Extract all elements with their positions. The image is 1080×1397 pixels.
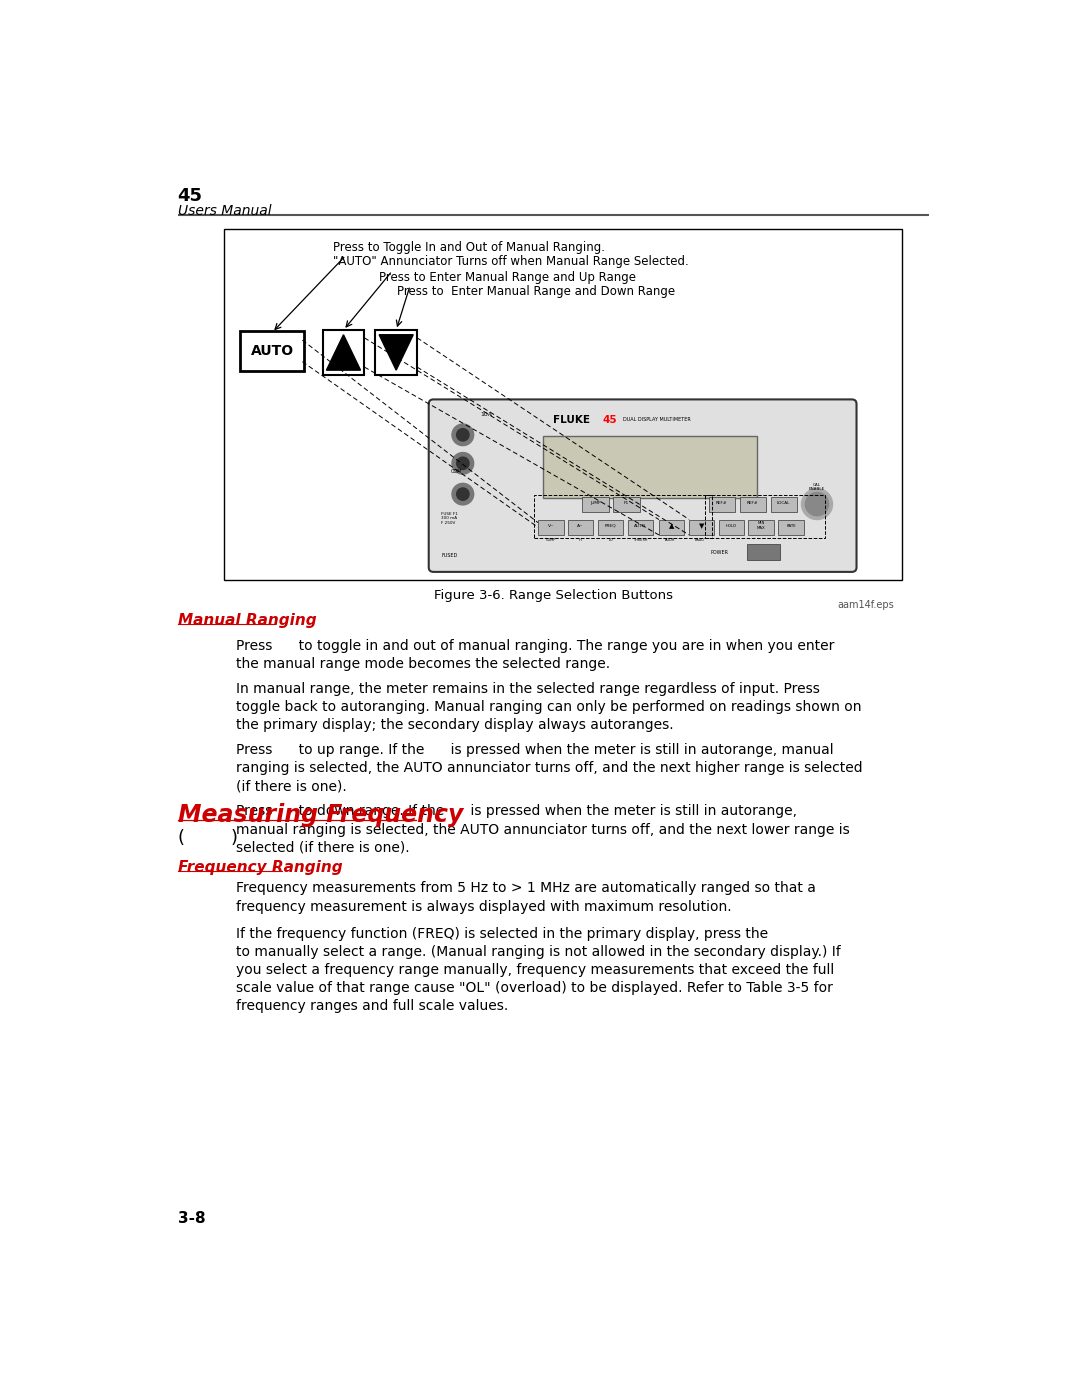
Text: ADDR: ADDR: [665, 538, 675, 542]
Text: A~: A~: [578, 524, 584, 528]
Text: (        ): ( ): [177, 828, 238, 847]
Bar: [718, 520, 744, 535]
Text: (if there is one).: (if there is one).: [235, 780, 347, 793]
Text: aam14f.eps: aam14f.eps: [838, 599, 894, 609]
Text: "AUTO" Annunciator Turns off when Manual Range Selected.: "AUTO" Annunciator Turns off when Manual…: [333, 256, 688, 268]
Bar: [740, 497, 766, 511]
Text: Users Manual: Users Manual: [177, 204, 271, 218]
Text: MIN
MAX: MIN MAX: [757, 521, 766, 529]
Text: FREQ: FREQ: [605, 524, 617, 528]
Text: FLUKE: FLUKE: [554, 415, 591, 425]
Text: Frequency Ranging: Frequency Ranging: [177, 861, 342, 875]
Text: COM: COM: [450, 469, 462, 475]
Text: the primary display; the secondary display always autoranges.: the primary display; the secondary displ…: [235, 718, 673, 732]
Text: ▼: ▼: [699, 522, 704, 528]
Text: scale value of that range cause "OL" (overload) to be displayed. Refer to Table : scale value of that range cause "OL" (ov…: [235, 981, 833, 995]
Text: Press      to down range. If the      is pressed when the meter is still in auto: Press to down range. If the is pressed w…: [235, 805, 797, 819]
Text: Press to Enter Manual Range and Up Range: Press to Enter Manual Range and Up Range: [379, 271, 636, 284]
Text: LOCAL: LOCAL: [777, 502, 791, 504]
Bar: [627, 520, 653, 535]
Circle shape: [457, 488, 469, 500]
Bar: [225, 229, 902, 580]
Text: BAUD: BAUD: [694, 538, 705, 542]
Bar: [375, 330, 417, 374]
Text: manual ranging is selected, the AUTO annunciator turns off, and the next lower r: manual ranging is selected, the AUTO ann…: [235, 823, 850, 837]
Bar: [689, 520, 714, 535]
Bar: [538, 520, 564, 535]
Text: frequency measurement is always displayed with maximum resolution.: frequency measurement is always displaye…: [235, 900, 731, 914]
Circle shape: [801, 489, 833, 520]
Polygon shape: [326, 335, 361, 370]
Text: 45: 45: [177, 187, 203, 205]
Bar: [747, 545, 780, 560]
Text: V~: V~: [548, 524, 554, 528]
Text: If the frequency function (FREQ) is selected in the primary display, press the: If the frequency function (FREQ) is sele…: [235, 926, 768, 940]
Text: to manually select a range. (Manual ranging is not allowed in the secondary disp: to manually select a range. (Manual rang…: [235, 944, 840, 958]
Text: THRESH: THRESH: [633, 538, 648, 542]
Circle shape: [451, 425, 474, 446]
Bar: [568, 520, 593, 535]
Circle shape: [451, 483, 474, 504]
Bar: [535, 495, 713, 538]
Text: Press      to toggle in and out of manual ranging. The range you are in when you: Press to toggle in and out of manual ran…: [235, 638, 834, 652]
Text: REF#: REF#: [747, 502, 758, 504]
Text: AUTO: AUTO: [251, 344, 294, 358]
Text: POWER: POWER: [711, 550, 729, 556]
Bar: [323, 330, 364, 374]
Bar: [748, 520, 774, 535]
Circle shape: [806, 493, 828, 515]
Text: AUTO: AUTO: [634, 524, 646, 528]
Bar: [613, 497, 639, 511]
Bar: [779, 520, 804, 535]
Text: Press      to up range. If the      is pressed when the meter is still in autora: Press to up range. If the is pressed whe…: [235, 743, 834, 757]
Text: RATE: RATE: [786, 524, 796, 528]
Circle shape: [451, 453, 474, 474]
Text: DUAL DISPLAY MULTIMETER: DUAL DISPLAY MULTIMETER: [623, 418, 691, 422]
Bar: [543, 436, 757, 497]
FancyBboxPatch shape: [241, 331, 303, 372]
Bar: [582, 497, 608, 511]
Bar: [659, 520, 685, 535]
Text: selected (if there is one).: selected (if there is one).: [235, 841, 409, 855]
Text: In manual range, the meter remains in the selected range regardless of input. Pr: In manual range, the meter remains in th…: [235, 682, 820, 696]
Text: ▲: ▲: [669, 522, 674, 528]
Bar: [708, 497, 734, 511]
Circle shape: [457, 457, 469, 469]
Text: Press to Toggle In and Out of Manual Ranging.: Press to Toggle In and Out of Manual Ran…: [333, 240, 605, 254]
Text: you select a frequency range manually, frequency measurements that exceed the fu: you select a frequency range manually, f…: [235, 963, 834, 977]
Polygon shape: [379, 335, 414, 370]
Text: JUMP: JUMP: [590, 502, 600, 504]
Text: frequency ranges and full scale values.: frequency ranges and full scale values.: [235, 999, 508, 1013]
Text: toggle back to autoranging. Manual ranging can only be performed on readings sho: toggle back to autoranging. Manual rangi…: [235, 700, 861, 714]
Bar: [770, 497, 797, 511]
Text: Frequency measurements from 5 Hz to > 1 MHz are automatically ranged so that a: Frequency measurements from 5 Hz to > 1 …: [235, 882, 815, 895]
Text: Press to  Enter Manual Range and Down Range: Press to Enter Manual Range and Down Ran…: [397, 285, 675, 299]
Text: ranging is selected, the AUTO annunciator turns off, and the next higher range i: ranging is selected, the AUTO annunciato…: [235, 761, 862, 775]
Text: F1: F1: [624, 502, 629, 504]
Text: 10A: 10A: [480, 412, 491, 416]
Text: FUSED: FUSED: [441, 553, 457, 559]
Text: the manual range mode becomes the selected range.: the manual range mode becomes the select…: [235, 657, 610, 671]
Text: Manual Ranging: Manual Ranging: [177, 613, 316, 629]
Text: 3-8: 3-8: [177, 1211, 205, 1227]
Text: LO: LO: [608, 538, 612, 542]
Bar: [597, 520, 623, 535]
Text: Measuring Frequency: Measuring Frequency: [177, 803, 463, 827]
Text: HI: HI: [579, 538, 582, 542]
Text: COMP: COMP: [545, 538, 556, 542]
Circle shape: [457, 429, 469, 441]
Text: Figure 3-6. Range Selection Buttons: Figure 3-6. Range Selection Buttons: [434, 588, 673, 602]
FancyBboxPatch shape: [429, 400, 856, 571]
Text: HOLD: HOLD: [726, 524, 737, 528]
Text: CAL
ENABLE: CAL ENABLE: [809, 482, 825, 492]
Bar: [704, 495, 825, 538]
Text: FUSE F1
300 mA
F 250V: FUSE F1 300 mA F 250V: [441, 511, 458, 525]
Text: 45: 45: [603, 415, 617, 425]
Text: REF#: REF#: [716, 502, 727, 504]
